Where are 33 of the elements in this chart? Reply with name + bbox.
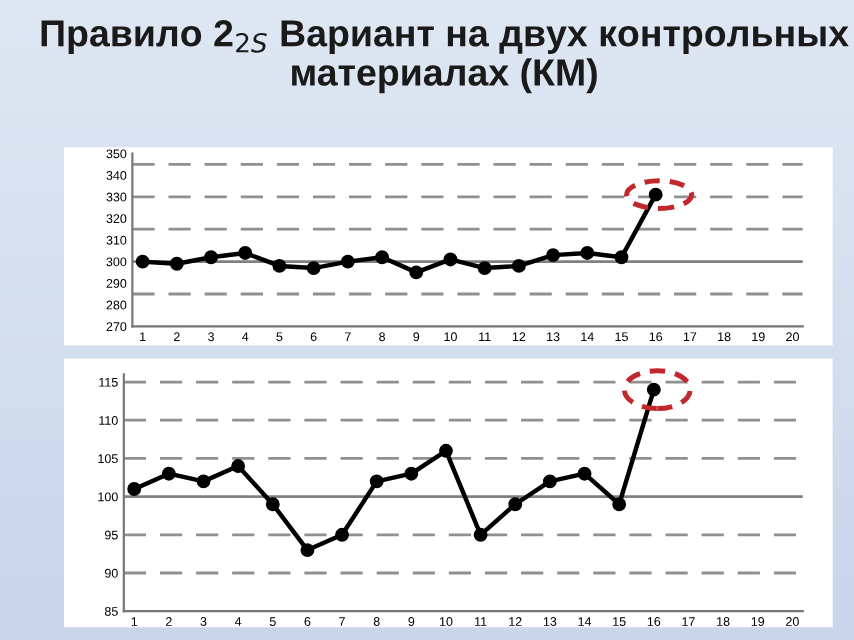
point bbox=[443, 252, 458, 267]
point bbox=[542, 474, 557, 489]
point bbox=[612, 497, 627, 512]
point bbox=[511, 258, 526, 273]
point bbox=[580, 246, 595, 260]
point bbox=[135, 254, 150, 269]
point bbox=[272, 258, 287, 273]
point bbox=[477, 261, 492, 276]
point bbox=[306, 261, 321, 276]
chart-title: Правило 2$_{2S}$ Вариант на двух контрольных материалах (КМ) bbox=[41, 20, 849, 94]
point bbox=[369, 474, 384, 489]
point bbox=[577, 466, 592, 481]
point bbox=[265, 497, 280, 512]
point bbox=[439, 443, 453, 458]
point bbox=[231, 459, 246, 474]
point bbox=[335, 527, 349, 542]
point bbox=[340, 254, 355, 269]
point bbox=[300, 543, 315, 558]
point bbox=[161, 466, 176, 481]
point bbox=[646, 382, 661, 397]
point bbox=[614, 250, 629, 265]
point bbox=[404, 466, 419, 481]
point bbox=[546, 248, 561, 263]
point bbox=[473, 527, 488, 542]
point bbox=[196, 474, 211, 489]
point bbox=[409, 265, 424, 280]
point bbox=[169, 256, 184, 271]
point bbox=[375, 250, 389, 265]
point bbox=[204, 250, 218, 265]
point bbox=[238, 246, 253, 260]
point bbox=[127, 482, 142, 496]
point bbox=[648, 187, 663, 202]
point bbox=[508, 497, 523, 512]
